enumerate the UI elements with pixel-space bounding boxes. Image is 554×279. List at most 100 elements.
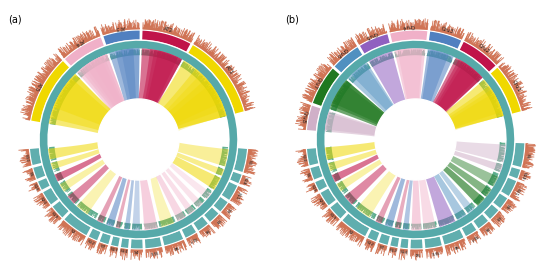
Text: S8: S8 bbox=[453, 243, 459, 248]
Text: S15: S15 bbox=[150, 249, 158, 254]
Text: S12: S12 bbox=[366, 240, 375, 247]
Text: S2: S2 bbox=[69, 228, 76, 235]
Polygon shape bbox=[55, 56, 222, 223]
Polygon shape bbox=[307, 106, 320, 131]
Polygon shape bbox=[33, 165, 45, 179]
Polygon shape bbox=[43, 188, 58, 205]
Polygon shape bbox=[77, 54, 158, 230]
Polygon shape bbox=[385, 49, 454, 228]
Polygon shape bbox=[310, 166, 322, 179]
Polygon shape bbox=[403, 50, 449, 230]
Polygon shape bbox=[484, 205, 499, 219]
Text: S1: S1 bbox=[247, 158, 252, 165]
Text: S1: S1 bbox=[525, 153, 530, 159]
Polygon shape bbox=[332, 58, 483, 182]
Text: S14: S14 bbox=[399, 250, 408, 255]
Polygon shape bbox=[89, 229, 100, 240]
Polygon shape bbox=[116, 50, 182, 229]
Polygon shape bbox=[40, 41, 237, 238]
Polygon shape bbox=[115, 49, 136, 230]
Polygon shape bbox=[65, 37, 104, 66]
Text: S17: S17 bbox=[188, 235, 198, 243]
Text: S14: S14 bbox=[120, 249, 129, 254]
Text: S5: S5 bbox=[28, 172, 34, 178]
Polygon shape bbox=[331, 80, 492, 197]
Polygon shape bbox=[335, 47, 362, 73]
Polygon shape bbox=[193, 217, 208, 230]
Text: AT5: AT5 bbox=[33, 80, 43, 92]
Text: S10: S10 bbox=[301, 153, 306, 162]
Polygon shape bbox=[59, 78, 224, 192]
Polygon shape bbox=[230, 172, 242, 183]
Polygon shape bbox=[351, 64, 475, 214]
Polygon shape bbox=[379, 234, 390, 245]
Polygon shape bbox=[214, 197, 228, 211]
Text: Cru8: Cru8 bbox=[300, 110, 307, 124]
Polygon shape bbox=[85, 54, 195, 215]
Polygon shape bbox=[462, 223, 476, 236]
Polygon shape bbox=[142, 31, 191, 52]
Polygon shape bbox=[317, 41, 514, 238]
Polygon shape bbox=[336, 89, 502, 192]
Polygon shape bbox=[332, 83, 499, 187]
Polygon shape bbox=[16, 17, 261, 262]
Polygon shape bbox=[121, 238, 129, 248]
Polygon shape bbox=[424, 237, 442, 248]
Polygon shape bbox=[395, 63, 483, 229]
Polygon shape bbox=[39, 40, 238, 239]
Text: AT1: AT1 bbox=[224, 64, 234, 76]
Polygon shape bbox=[64, 213, 91, 235]
Polygon shape bbox=[111, 236, 120, 246]
Text: S10: S10 bbox=[24, 153, 29, 162]
Text: S6: S6 bbox=[202, 227, 209, 234]
Text: S9: S9 bbox=[504, 203, 511, 209]
Text: (b): (b) bbox=[285, 15, 299, 25]
Polygon shape bbox=[356, 93, 504, 218]
Polygon shape bbox=[512, 143, 524, 167]
Polygon shape bbox=[80, 55, 186, 222]
Polygon shape bbox=[204, 208, 218, 222]
Polygon shape bbox=[348, 62, 466, 220]
Text: S19: S19 bbox=[328, 212, 336, 220]
Polygon shape bbox=[325, 111, 503, 172]
Polygon shape bbox=[91, 54, 212, 200]
Polygon shape bbox=[330, 202, 346, 218]
Polygon shape bbox=[316, 40, 515, 239]
Polygon shape bbox=[106, 48, 140, 227]
Polygon shape bbox=[97, 50, 178, 223]
Text: S7: S7 bbox=[99, 244, 106, 250]
Polygon shape bbox=[460, 42, 495, 72]
Text: S11: S11 bbox=[513, 186, 520, 195]
Text: S9: S9 bbox=[224, 206, 231, 213]
Polygon shape bbox=[104, 31, 140, 45]
Polygon shape bbox=[429, 32, 461, 49]
Polygon shape bbox=[368, 229, 379, 241]
Polygon shape bbox=[401, 239, 408, 248]
Text: AT2: AT2 bbox=[163, 26, 174, 33]
Polygon shape bbox=[394, 48, 425, 231]
Text: Cru4: Cru4 bbox=[402, 23, 415, 29]
Polygon shape bbox=[509, 167, 520, 179]
Polygon shape bbox=[30, 148, 41, 165]
Polygon shape bbox=[76, 73, 222, 215]
Polygon shape bbox=[131, 239, 142, 248]
Polygon shape bbox=[391, 237, 399, 247]
Text: S11: S11 bbox=[233, 191, 241, 200]
Polygon shape bbox=[50, 78, 224, 176]
Polygon shape bbox=[375, 99, 456, 180]
Text: S17: S17 bbox=[469, 233, 478, 241]
Text: AT3: AT3 bbox=[115, 24, 126, 30]
Text: S4: S4 bbox=[414, 251, 419, 255]
Text: S18: S18 bbox=[520, 171, 526, 180]
Polygon shape bbox=[150, 84, 227, 228]
Polygon shape bbox=[344, 59, 483, 205]
Polygon shape bbox=[325, 113, 506, 162]
Polygon shape bbox=[321, 189, 336, 205]
Polygon shape bbox=[68, 49, 182, 204]
Polygon shape bbox=[121, 48, 140, 231]
Text: AT4: AT4 bbox=[74, 37, 85, 47]
Text: S15: S15 bbox=[430, 249, 439, 254]
Polygon shape bbox=[234, 148, 247, 172]
Text: S2: S2 bbox=[347, 229, 354, 236]
Text: Cru3: Cru3 bbox=[440, 26, 454, 34]
